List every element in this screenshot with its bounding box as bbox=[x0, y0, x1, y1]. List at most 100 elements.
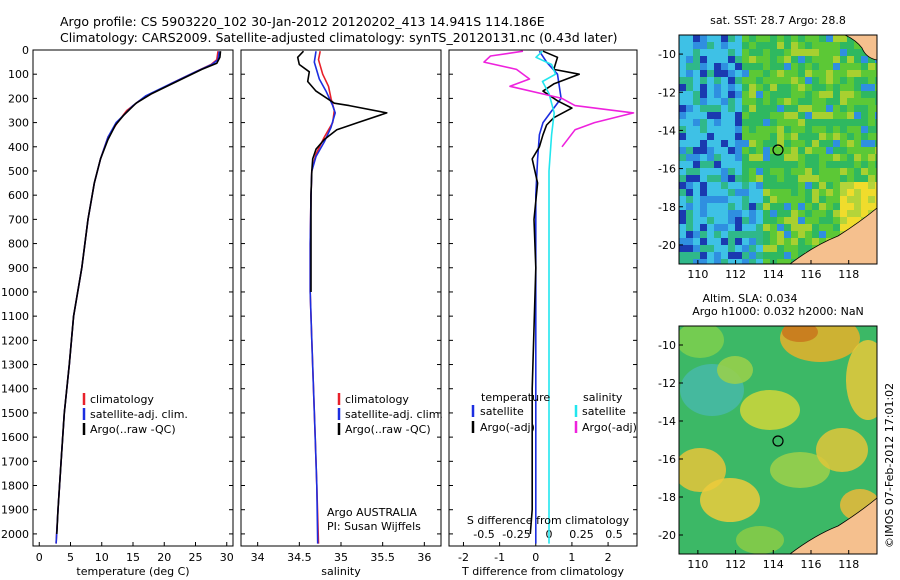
sst-cell bbox=[700, 147, 707, 154]
sst-cell bbox=[728, 112, 735, 119]
sst-cell bbox=[721, 231, 728, 238]
sst-cell bbox=[784, 154, 791, 161]
y-tick-label: 800 bbox=[8, 238, 29, 251]
sst-cell bbox=[826, 182, 833, 189]
sst-cell bbox=[798, 126, 805, 133]
sst-cell bbox=[756, 154, 763, 161]
sst-cell bbox=[798, 203, 805, 210]
sst-cell bbox=[784, 56, 791, 63]
sst-cell bbox=[784, 98, 791, 105]
sst-cell bbox=[875, 105, 877, 112]
sst-cell bbox=[826, 140, 833, 147]
sst-cell bbox=[805, 84, 812, 91]
sst-cell bbox=[735, 105, 742, 112]
sst-cell bbox=[791, 224, 798, 231]
map-y-tick-label: -16 bbox=[658, 453, 676, 466]
sst-cell bbox=[679, 63, 686, 70]
sst-cell bbox=[854, 133, 861, 140]
sst-cell bbox=[861, 63, 868, 70]
legend-argo: Argo(..raw -QC) bbox=[90, 423, 176, 436]
header-line-2: Climatology: CARS2009. Satellite-adjuste… bbox=[60, 30, 617, 45]
sst-cell bbox=[840, 210, 847, 217]
sst-cell bbox=[868, 105, 875, 112]
sst-cell bbox=[833, 49, 840, 56]
sst-cell bbox=[749, 175, 756, 182]
sst-cell bbox=[714, 203, 721, 210]
sst-cell bbox=[728, 105, 735, 112]
sst-cell bbox=[735, 203, 742, 210]
sst-cell bbox=[735, 140, 742, 147]
sst-cell bbox=[784, 245, 791, 252]
sst-cell bbox=[721, 210, 728, 217]
sst-cell bbox=[819, 49, 826, 56]
salinity-axes bbox=[240, 49, 442, 547]
sst-cell bbox=[686, 126, 693, 133]
map-x-tick-label: 110 bbox=[687, 558, 708, 571]
sst-cell bbox=[854, 70, 861, 77]
sst-cell bbox=[700, 203, 707, 210]
sst-cell bbox=[847, 98, 854, 105]
sst-cell bbox=[805, 154, 812, 161]
sst-cell bbox=[791, 77, 798, 84]
sst-cell bbox=[826, 56, 833, 63]
sst-cell bbox=[798, 84, 805, 91]
sst-cell bbox=[847, 161, 854, 168]
sst-cell bbox=[791, 133, 798, 140]
sst-cell bbox=[798, 77, 805, 84]
sst-cell bbox=[749, 182, 756, 189]
sst-cell bbox=[819, 168, 826, 175]
sst-cell bbox=[784, 224, 791, 231]
sst-cell bbox=[763, 112, 770, 119]
sst-cell bbox=[770, 112, 777, 119]
sst-cell bbox=[875, 168, 877, 175]
sst-cell bbox=[707, 126, 714, 133]
sst-cell bbox=[721, 196, 728, 203]
sst-cell bbox=[679, 91, 686, 98]
sst-cell bbox=[770, 49, 777, 56]
sst-cell bbox=[693, 140, 700, 147]
sst-cell bbox=[735, 189, 742, 196]
sst-cell bbox=[868, 112, 875, 119]
sst-cell bbox=[854, 189, 861, 196]
sst-cell bbox=[707, 77, 714, 84]
sst-cell bbox=[798, 63, 805, 70]
sst-cell bbox=[826, 84, 833, 91]
sst-cell bbox=[721, 154, 728, 161]
sst-cell bbox=[819, 77, 826, 84]
sst-cell bbox=[812, 182, 819, 189]
sla-ticks: 110 112 114 116 118 -10 -12 -14 -16 -18 -20 bbox=[658, 339, 859, 571]
legend-climatology: climatology bbox=[345, 393, 409, 406]
sst-cell bbox=[805, 42, 812, 49]
sst-cell bbox=[686, 49, 693, 56]
sst-cell bbox=[749, 91, 756, 98]
sst-cell bbox=[770, 91, 777, 98]
sst-cell bbox=[861, 161, 868, 168]
x-tick-label: 25 bbox=[189, 551, 203, 564]
sst-cell bbox=[686, 105, 693, 112]
sst-cell bbox=[777, 63, 784, 70]
sst-cell bbox=[868, 161, 875, 168]
sst-cell bbox=[805, 175, 812, 182]
sst-cell bbox=[826, 196, 833, 203]
sst-cell bbox=[700, 140, 707, 147]
sst-cell bbox=[714, 84, 721, 91]
sst-cell bbox=[833, 154, 840, 161]
sst-cell bbox=[875, 182, 877, 189]
sst-cell bbox=[819, 133, 826, 140]
sst-cell bbox=[847, 119, 854, 126]
sst-cell bbox=[707, 98, 714, 105]
sst-cell bbox=[854, 161, 861, 168]
sst-cell bbox=[679, 245, 686, 252]
sla-axes bbox=[678, 325, 878, 555]
sst-cell bbox=[714, 238, 721, 245]
y-tick-label: 900 bbox=[8, 262, 29, 275]
sst-cell bbox=[756, 175, 763, 182]
sst-cell bbox=[840, 112, 847, 119]
sst-cell bbox=[819, 196, 826, 203]
sst-cell bbox=[875, 189, 877, 196]
sst-cell bbox=[693, 161, 700, 168]
sst-cell bbox=[686, 210, 693, 217]
sst-cell bbox=[798, 224, 805, 231]
sst-cell bbox=[875, 70, 877, 77]
sst-cell bbox=[714, 217, 721, 224]
